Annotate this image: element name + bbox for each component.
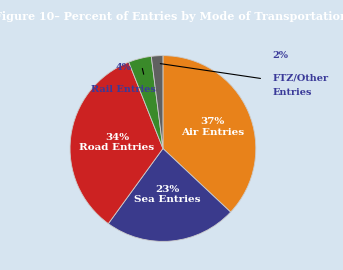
Wedge shape bbox=[163, 56, 256, 212]
Text: 23%
Sea Entries: 23% Sea Entries bbox=[134, 185, 201, 204]
Text: Rail Entries: Rail Entries bbox=[92, 85, 156, 94]
Text: 34%
Road Entries: 34% Road Entries bbox=[79, 133, 154, 152]
Wedge shape bbox=[108, 148, 230, 241]
Wedge shape bbox=[129, 56, 163, 149]
Text: Entries: Entries bbox=[273, 88, 312, 97]
Text: 2%: 2% bbox=[273, 51, 288, 60]
Wedge shape bbox=[70, 62, 163, 224]
Wedge shape bbox=[151, 56, 163, 149]
Text: 4%: 4% bbox=[116, 63, 132, 72]
Text: Figure 10– Percent of Entries by Mode of Transportation: Figure 10– Percent of Entries by Mode of… bbox=[0, 11, 343, 22]
Text: 37%
Air Entries: 37% Air Entries bbox=[181, 117, 244, 137]
Text: FTZ/Other: FTZ/Other bbox=[273, 73, 329, 82]
